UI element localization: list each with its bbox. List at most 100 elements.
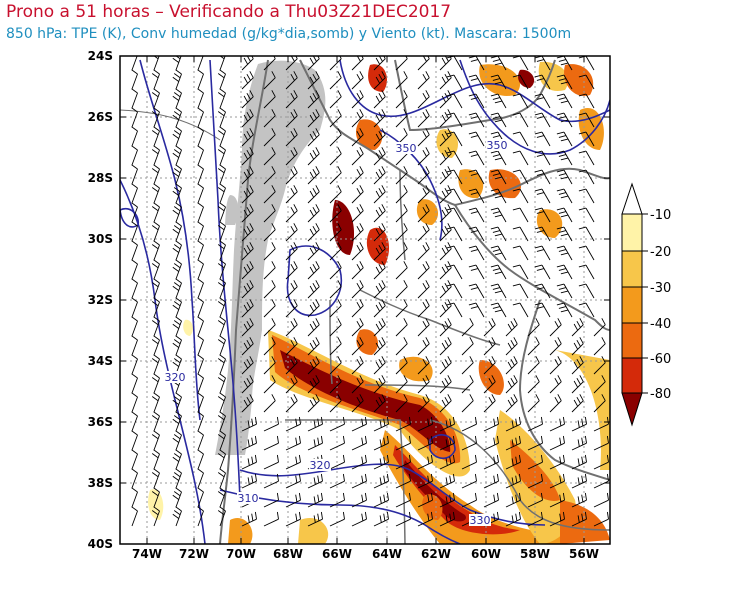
wind-barb-feather xyxy=(273,56,276,59)
wind-barb-shaft xyxy=(373,191,386,204)
wind-barb-shaft xyxy=(219,263,226,280)
wind-barb xyxy=(197,164,204,185)
wind-barb xyxy=(241,280,254,299)
wind-barb-feather xyxy=(469,375,474,382)
wind-barb xyxy=(329,204,342,223)
wind-barb-feather xyxy=(441,399,447,407)
wind-barb-shaft xyxy=(285,423,301,432)
wind-barb xyxy=(351,356,364,375)
wind-barb-feather xyxy=(298,473,301,482)
wind-barb-feather xyxy=(217,263,225,269)
colorbar-label: -60 xyxy=(650,352,671,367)
wind-barb xyxy=(534,93,551,109)
wind-barb-feather xyxy=(173,206,181,212)
wind-barb-shaft xyxy=(439,305,452,318)
wind-barb-feather xyxy=(271,128,276,135)
lat-tick-label: 30S xyxy=(88,232,113,246)
wind-barb xyxy=(512,93,529,109)
wind-barb-feather xyxy=(379,458,382,466)
wind-barb-shaft xyxy=(175,415,182,432)
wind-barb-shaft xyxy=(585,245,595,261)
wind-barb-feather xyxy=(154,51,160,55)
wind-barb-feather xyxy=(375,247,381,255)
wind-barb xyxy=(512,207,529,223)
wind-barb-shaft xyxy=(439,115,452,128)
wind-barb xyxy=(263,435,279,451)
wind-barb-feather xyxy=(356,73,361,81)
wind-barb xyxy=(172,335,182,356)
isotherm-contour xyxy=(459,59,610,155)
wind-barb-feather xyxy=(490,264,499,268)
wind-barb-feather xyxy=(175,183,182,189)
wind-barb-feather xyxy=(578,188,587,192)
wind-barb-feather xyxy=(246,111,251,119)
wind-barb-feather xyxy=(153,430,160,436)
wind-barb xyxy=(307,242,320,261)
wind-barb-feather xyxy=(131,202,138,208)
wind-barb-feather xyxy=(247,477,250,485)
wind-barb xyxy=(468,131,485,147)
wind-barb-feather xyxy=(573,380,579,388)
wind-barb-feather xyxy=(579,356,584,363)
wind-barb-feather xyxy=(441,152,447,160)
wind-barb-feather xyxy=(276,473,279,482)
wind-barb xyxy=(461,337,474,356)
wind-barb-feather xyxy=(293,261,298,268)
wind-barb-feather xyxy=(313,439,316,447)
wind-barb xyxy=(307,56,320,71)
wind-barb xyxy=(439,299,452,318)
wind-barb-feather xyxy=(447,185,452,192)
wind-barb xyxy=(197,468,204,489)
wind-barb-shaft xyxy=(505,362,518,375)
wind-barb-feather xyxy=(444,187,449,195)
wind-barb-feather xyxy=(153,240,160,246)
wind-barb xyxy=(307,223,320,242)
wind-barb-shaft xyxy=(197,168,204,185)
wind-barb-feather xyxy=(219,373,226,379)
wind-barb-feather xyxy=(403,71,408,78)
wind-barb-shaft xyxy=(395,58,408,71)
wind-barb-feather xyxy=(584,454,587,463)
wind-barb-feather xyxy=(430,511,433,520)
wind-barb xyxy=(468,226,485,242)
wind-barb-feather xyxy=(290,339,295,347)
wind-barb xyxy=(446,112,463,128)
wind-barb-shaft xyxy=(285,499,301,508)
wind-barb-shaft xyxy=(585,131,595,147)
wind-barb-shaft xyxy=(585,150,595,166)
wind-barb-shaft xyxy=(153,225,160,242)
wind-barb-feather xyxy=(246,396,251,404)
wind-barb xyxy=(468,169,485,185)
wind-barb-feather xyxy=(579,375,584,382)
wind-barb-shaft xyxy=(219,320,226,337)
wind-barb xyxy=(571,435,587,451)
wind-barb-feather xyxy=(536,97,545,100)
wind-barb xyxy=(483,356,496,375)
wind-barb xyxy=(329,223,342,242)
wind-barb-shaft xyxy=(563,226,573,242)
wind-barb-shaft xyxy=(263,267,276,280)
isotherm-contour xyxy=(209,59,241,501)
wind-barb-feather xyxy=(491,394,496,401)
wind-barb-shaft xyxy=(241,229,254,242)
wind-barb xyxy=(534,302,551,318)
wind-barb-shaft xyxy=(439,172,452,185)
wind-barb-feather xyxy=(151,263,159,269)
wind-barb xyxy=(217,297,226,318)
wind-barb-feather xyxy=(173,244,181,250)
contour-label-bg xyxy=(164,371,186,383)
wind-barb xyxy=(373,166,386,185)
wind-barb-shaft xyxy=(219,225,226,242)
wind-barb-feather xyxy=(375,57,381,65)
wind-barb-feather xyxy=(312,320,317,328)
wind-barb-feather xyxy=(249,90,254,97)
wind-barb-feather xyxy=(271,356,276,363)
wind-barb xyxy=(373,185,386,204)
wind-barb-shaft xyxy=(475,264,485,280)
wind-barb-feather xyxy=(515,475,518,483)
isotherm-contour xyxy=(120,179,206,544)
wind-barb-shaft xyxy=(197,225,204,242)
wind-barb-feather xyxy=(469,394,474,401)
wind-barb-shaft xyxy=(373,286,386,299)
wind-barb xyxy=(556,150,573,166)
